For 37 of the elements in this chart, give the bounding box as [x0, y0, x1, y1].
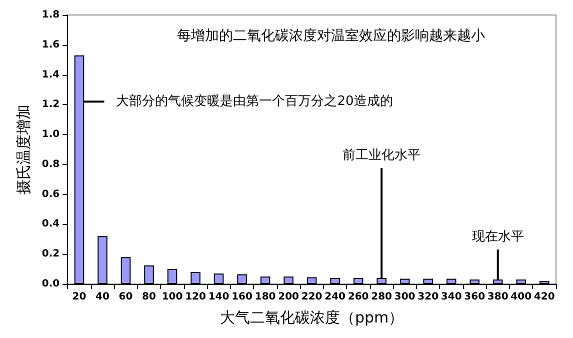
y-tick-label: 1.0	[42, 129, 60, 140]
y-tick-label: 0.2	[42, 248, 60, 260]
x-axis-title: 大气二氧化碳浓度（ppm）	[220, 308, 404, 326]
y-tick-label: 0.6	[42, 188, 60, 200]
annotation: 前工业化水平	[342, 148, 421, 164]
x-tick-label: 400	[510, 292, 532, 302]
x-tick-label: 80	[142, 292, 156, 302]
x-tick-label: 280	[371, 292, 392, 302]
x-tick-label: 120	[185, 292, 206, 302]
y-tick-label: 0.4	[42, 218, 60, 230]
y-tick-label: 0.8	[42, 158, 60, 170]
y-tick-label: 1.2	[42, 99, 60, 110]
x-tick-label: 20	[72, 292, 86, 302]
x-tick-label: 100	[162, 292, 183, 302]
y-axis-title: 摄氏温度增加	[14, 104, 32, 194]
y-tick-label: 1.4	[42, 69, 60, 80]
x-tick-label: 340	[440, 292, 462, 302]
text: 每增加的二氧化碳浓度对温室效应的影响越来越小	[177, 28, 485, 44]
x-tick-label: 200	[278, 292, 300, 302]
x-tick-label: 360	[464, 292, 486, 302]
x-tick-label: 60	[118, 292, 133, 302]
y-tick-label: 1.8	[42, 10, 60, 20]
x-tick-label: 180	[254, 292, 276, 302]
x-tick-label: 240	[324, 292, 346, 302]
annotation: 现在水平	[472, 230, 524, 245]
annotation: 大部分的气候变暖是由第一个百万分之20造成的	[116, 94, 393, 110]
x-tick-label: 420	[534, 292, 555, 302]
y-tick-label: 1.6	[42, 39, 60, 50]
x-tick-label: 320	[418, 292, 439, 302]
x-tick-label: 140	[208, 292, 230, 302]
x-tick-label: 300	[394, 292, 416, 302]
y-tick-label: 0.0	[42, 278, 60, 290]
x-tick-label: 260	[348, 292, 369, 302]
x-tick-label: 160	[232, 292, 253, 302]
x-tick-label: 220	[301, 292, 322, 302]
x-tick-label: 40	[96, 292, 110, 302]
x-tick-label: 380	[487, 292, 508, 302]
